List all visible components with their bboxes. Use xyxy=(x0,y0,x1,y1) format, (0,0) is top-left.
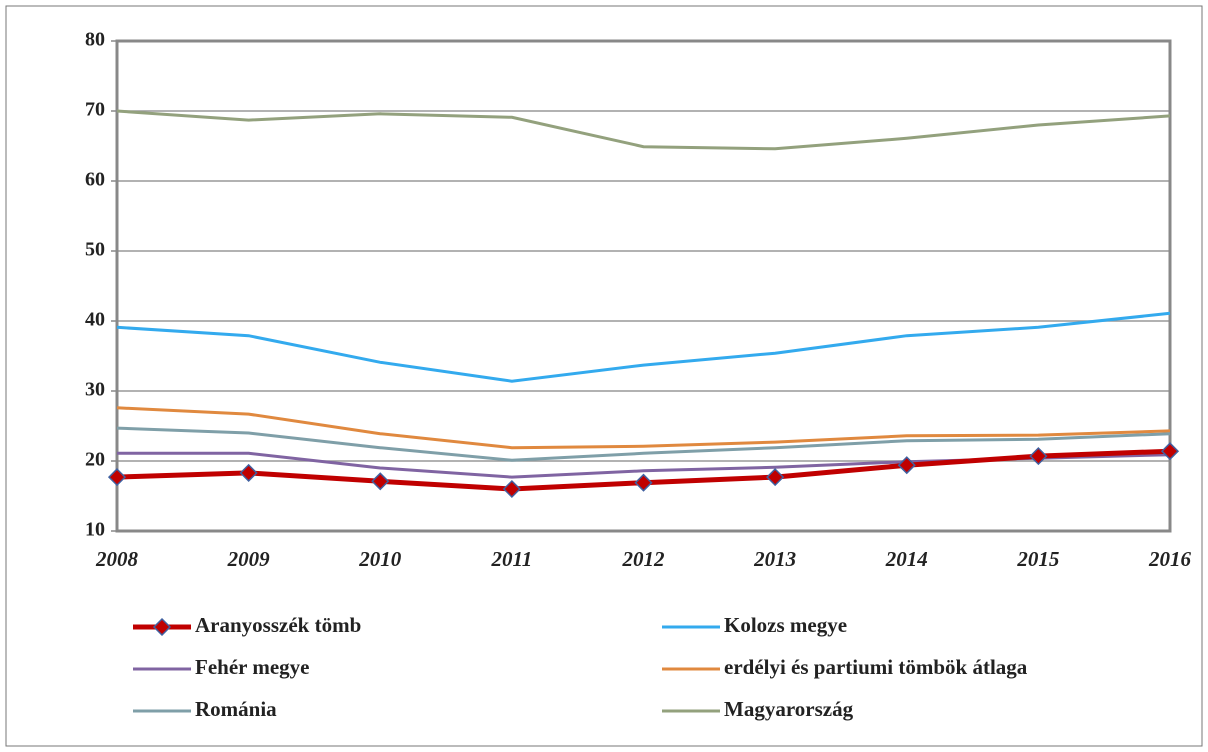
y-tick-label: 10 xyxy=(85,519,105,541)
x-tick-label: 2014 xyxy=(885,547,928,571)
data-point xyxy=(766,468,785,487)
y-tick-label: 20 xyxy=(85,449,105,471)
data-point xyxy=(1160,442,1180,461)
legend-label: Aranyosszék tömb xyxy=(195,613,361,637)
x-tick-label: 2010 xyxy=(358,547,402,571)
y-tick-label: 40 xyxy=(85,309,105,331)
data-point xyxy=(502,479,521,499)
y-tick-label: 70 xyxy=(85,99,105,121)
x-tick-label: 2013 xyxy=(753,547,796,571)
legend-marker xyxy=(152,617,172,637)
series-line xyxy=(116,311,1171,383)
x-tick-label: 2016 xyxy=(1148,547,1192,571)
legend-label: Magyarország xyxy=(724,697,854,721)
data-point xyxy=(1029,447,1048,466)
y-tick-label: 80 xyxy=(85,29,105,51)
data-point xyxy=(634,473,653,492)
chart-border xyxy=(5,5,1203,747)
plot-frame xyxy=(115,39,1172,533)
x-tick-label: 2008 xyxy=(95,547,139,571)
series-line xyxy=(116,109,1171,151)
x-tick-label: 2015 xyxy=(1016,547,1059,571)
x-tick-label: 2011 xyxy=(490,547,532,571)
legend-label: erdélyi és partiumi tömbök átlaga xyxy=(724,655,1028,679)
legend-label: Románia xyxy=(195,697,277,721)
legend-label: Kolozs megye xyxy=(724,613,847,637)
series-line xyxy=(116,426,1171,462)
x-tick-label: 2009 xyxy=(227,547,271,571)
data-point xyxy=(239,463,258,482)
x-tick-label: 2012 xyxy=(622,547,666,571)
data-point xyxy=(107,468,127,487)
y-tick-label: 30 xyxy=(85,379,105,401)
data-point xyxy=(897,456,916,475)
data-point xyxy=(371,472,390,491)
y-tick-label: 50 xyxy=(85,239,105,261)
legend-label: Fehér megye xyxy=(195,655,309,679)
y-tick-label: 60 xyxy=(85,169,105,191)
series-line xyxy=(116,406,1171,450)
